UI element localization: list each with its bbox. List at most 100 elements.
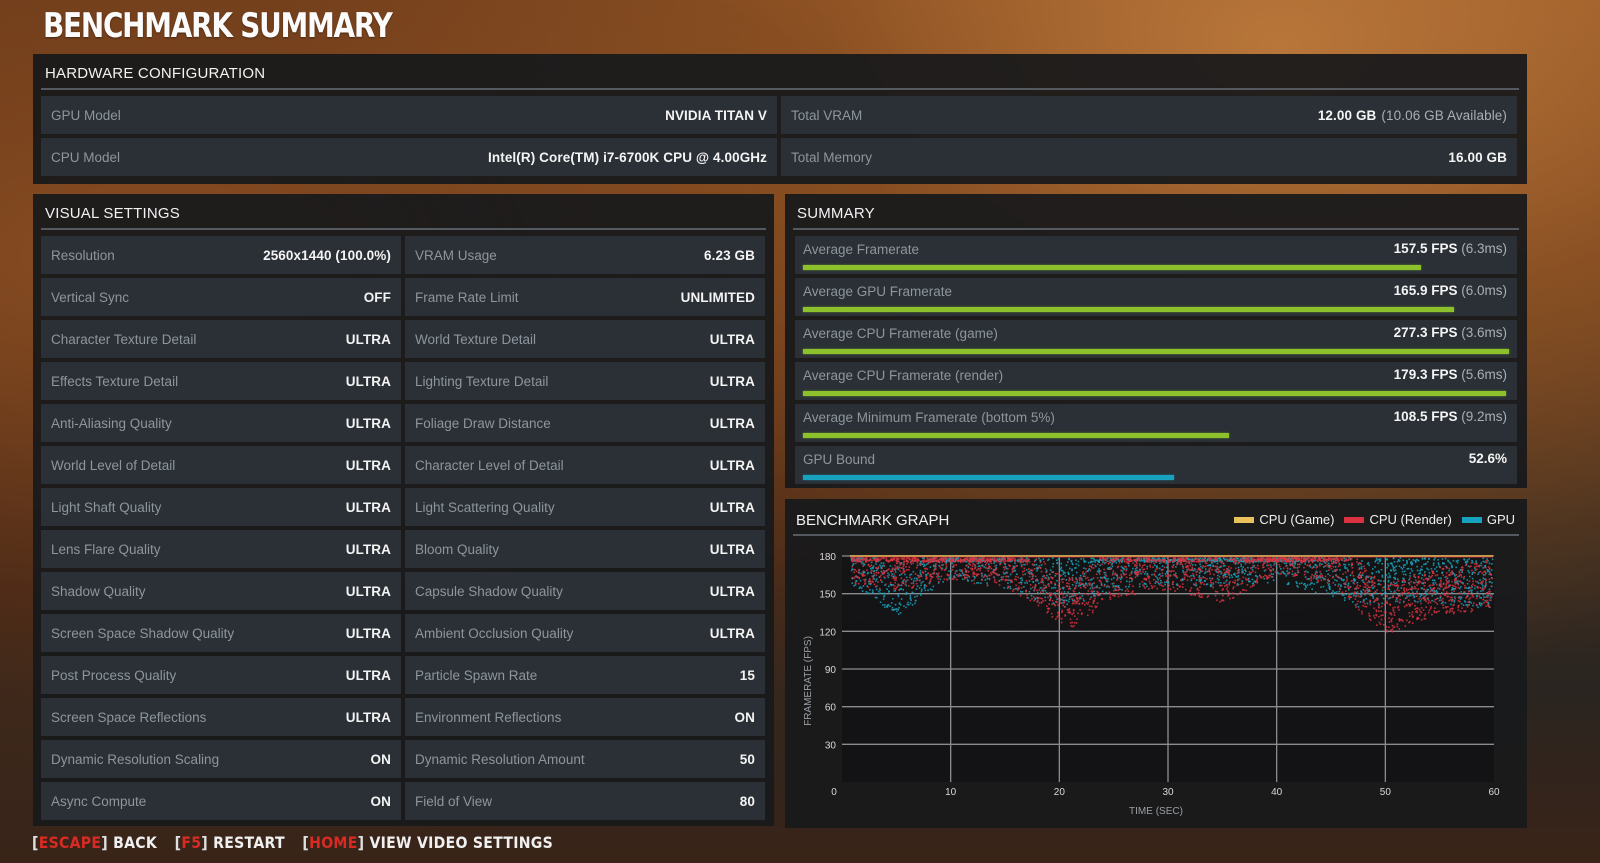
setting-label: World Texture Detail <box>415 331 537 347</box>
visual-setting-row: Screen Space Reflections ULTRA <box>41 698 401 736</box>
summary-label: GPU Bound <box>803 452 876 467</box>
summary-value-sub: (6.3ms) <box>1461 241 1507 256</box>
visual-setting-row: Light Shaft Quality ULTRA <box>41 488 401 526</box>
setting-value: ULTRA <box>345 625 391 641</box>
restart-label: RESTART <box>213 833 285 852</box>
visual-setting-row: Particle Spawn Rate 15 <box>405 656 765 694</box>
restart-button[interactable]: [F5] RESTART <box>174 833 285 852</box>
view-video-settings-label: VIEW VIDEO SETTINGS <box>369 833 553 852</box>
y-axis-label: FRAMERATE (FPS) <box>803 636 814 726</box>
visual-setting-row: Frame Rate Limit UNLIMITED <box>405 278 765 316</box>
visual-setting-row: Anti-Aliasing Quality ULTRA <box>41 404 401 442</box>
x-tick-label: 20 <box>1054 787 1066 798</box>
setting-value: ULTRA <box>345 541 391 557</box>
summary-label: Average Minimum Framerate (bottom 5%) <box>803 410 1055 425</box>
summary-value-sub: (9.2ms) <box>1461 409 1507 424</box>
setting-value: 15 <box>739 667 755 683</box>
back-label: BACK <box>113 833 158 852</box>
visual-setting-row: Ambient Occlusion Quality ULTRA <box>405 614 765 652</box>
visual-setting-row: Light Scattering Quality ULTRA <box>405 488 765 526</box>
summary-value-sub: (5.6ms) <box>1461 367 1507 382</box>
setting-label: Post Process Quality <box>51 667 177 683</box>
setting-label: Dynamic Resolution Scaling <box>51 751 220 767</box>
setting-label: Shadow Quality <box>51 583 146 599</box>
setting-value: ULTRA <box>345 415 391 431</box>
scatter-points <box>850 557 1494 633</box>
setting-label: Character Level of Detail <box>415 457 564 473</box>
y-tick-label: 60 <box>825 703 837 714</box>
back-button[interactable]: [ESCAPE] BACK <box>32 833 158 852</box>
visual-setting-row: Character Level of Detail ULTRA <box>405 446 765 484</box>
summary-row: Average GPU Framerate 165.9 FPS (6.0ms) <box>795 278 1517 316</box>
summary-value-main: 108.5 FPS <box>1393 409 1458 424</box>
home-key-label: HOME <box>309 833 358 852</box>
legend-swatch-gpu <box>1461 516 1482 523</box>
summary-value-main: 52.6% <box>1468 451 1507 466</box>
summary-bar-track <box>803 475 1509 480</box>
setting-value: ULTRA <box>709 583 755 599</box>
visual-setting-row: World Texture Detail ULTRA <box>405 320 765 358</box>
visual-setting-row: Screen Space Shadow Quality ULTRA <box>41 614 401 652</box>
graph-legend: CPU (Game) CPU (Render) GPU <box>1224 512 1515 527</box>
summary-progress-bar <box>803 265 1421 270</box>
legend-swatch-cpu-render <box>1344 516 1365 523</box>
setting-value: ON <box>370 751 391 767</box>
summary-value: 52.6% <box>1469 451 1507 466</box>
visual-setting-row: Character Texture Detail ULTRA <box>41 320 401 358</box>
visual-setting-row: World Level of Detail ULTRA <box>41 446 401 484</box>
x-tick-label: 40 <box>1271 787 1283 798</box>
setting-label: Effects Texture Detail <box>51 373 179 389</box>
setting-label: Screen Space Shadow Quality <box>51 625 235 641</box>
setting-label: Frame Rate Limit <box>415 289 519 305</box>
setting-value: ULTRA <box>345 583 391 599</box>
setting-value: ULTRA <box>709 457 755 473</box>
setting-value: ULTRA <box>709 373 755 389</box>
setting-value: OFF <box>363 289 391 305</box>
x-tick-label: 10 <box>945 787 957 798</box>
setting-value: 80 <box>739 793 755 809</box>
setting-label: Lens Flare Quality <box>51 541 161 557</box>
summary-value: 108.5 FPS (9.2ms) <box>1394 409 1507 424</box>
hw-row-gpu-model: GPU Model NVIDIA TITAN V <box>41 96 777 134</box>
summary-label: Average GPU Framerate <box>803 284 953 299</box>
hw-value: 12.00 GB (10.06 GB Available) <box>1318 108 1507 123</box>
setting-value: ULTRA <box>709 415 755 431</box>
summary-value-main: 165.9 FPS <box>1393 283 1458 298</box>
hardware-configuration-panel: HARDWARE CONFIGURATION GPU Model NVIDIA … <box>33 54 1527 184</box>
setting-label: Screen Space Reflections <box>51 709 207 725</box>
summary-value: 157.5 FPS (6.3ms) <box>1394 241 1507 256</box>
summary-value: 277.3 FPS (3.6ms) <box>1394 325 1507 340</box>
setting-label: Character Texture Detail <box>51 331 197 347</box>
x-axis-label: TIME (SEC) <box>1129 806 1183 817</box>
y-tick-label: 120 <box>819 627 836 638</box>
hardware-configuration-header: HARDWARE CONFIGURATION <box>41 54 1519 90</box>
hw-row-total-memory: Total Memory 16.00 GB <box>781 138 1517 176</box>
f5-key-label: F5 <box>181 833 202 852</box>
visual-setting-row: Dynamic Resolution Scaling ON <box>41 740 401 778</box>
setting-value: ULTRA <box>345 373 391 389</box>
hw-label: GPU Model <box>51 107 121 123</box>
setting-value: ULTRA <box>345 331 391 347</box>
summary-value-main: 179.3 FPS <box>1393 367 1458 382</box>
summary-row: Average Minimum Framerate (bottom 5%) 108… <box>795 404 1517 442</box>
legend-label-gpu: GPU <box>1486 512 1515 527</box>
setting-value: ON <box>734 709 755 725</box>
setting-value: ULTRA <box>709 625 755 641</box>
summary-value-sub: (3.6ms) <box>1461 325 1507 340</box>
visual-setting-row: Lighting Texture Detail ULTRA <box>405 362 765 400</box>
visual-setting-row: Async Compute ON <box>41 782 401 820</box>
summary-progress-bar <box>803 391 1507 396</box>
setting-value: 2560x1440 (100.0%) <box>263 247 391 263</box>
setting-label: Resolution <box>51 247 115 263</box>
setting-label: Field of View <box>415 793 493 809</box>
setting-value: ULTRA <box>709 541 755 557</box>
summary-progress-bar <box>803 475 1175 480</box>
setting-value: ULTRA <box>709 499 755 515</box>
summary-row: GPU Bound 52.6% <box>795 446 1517 484</box>
summary-row: Average CPU Framerate (game) 277.3 FPS (3… <box>795 320 1517 358</box>
view-video-settings-button[interactable]: [HOME] VIEW VIDEO SETTINGS <box>302 833 553 852</box>
summary-bar-track <box>803 391 1509 396</box>
visual-setting-row: Foliage Draw Distance ULTRA <box>405 404 765 442</box>
legend-label-cpu-render: CPU (Render) <box>1369 512 1452 527</box>
y-tick-label: 90 <box>825 665 837 676</box>
